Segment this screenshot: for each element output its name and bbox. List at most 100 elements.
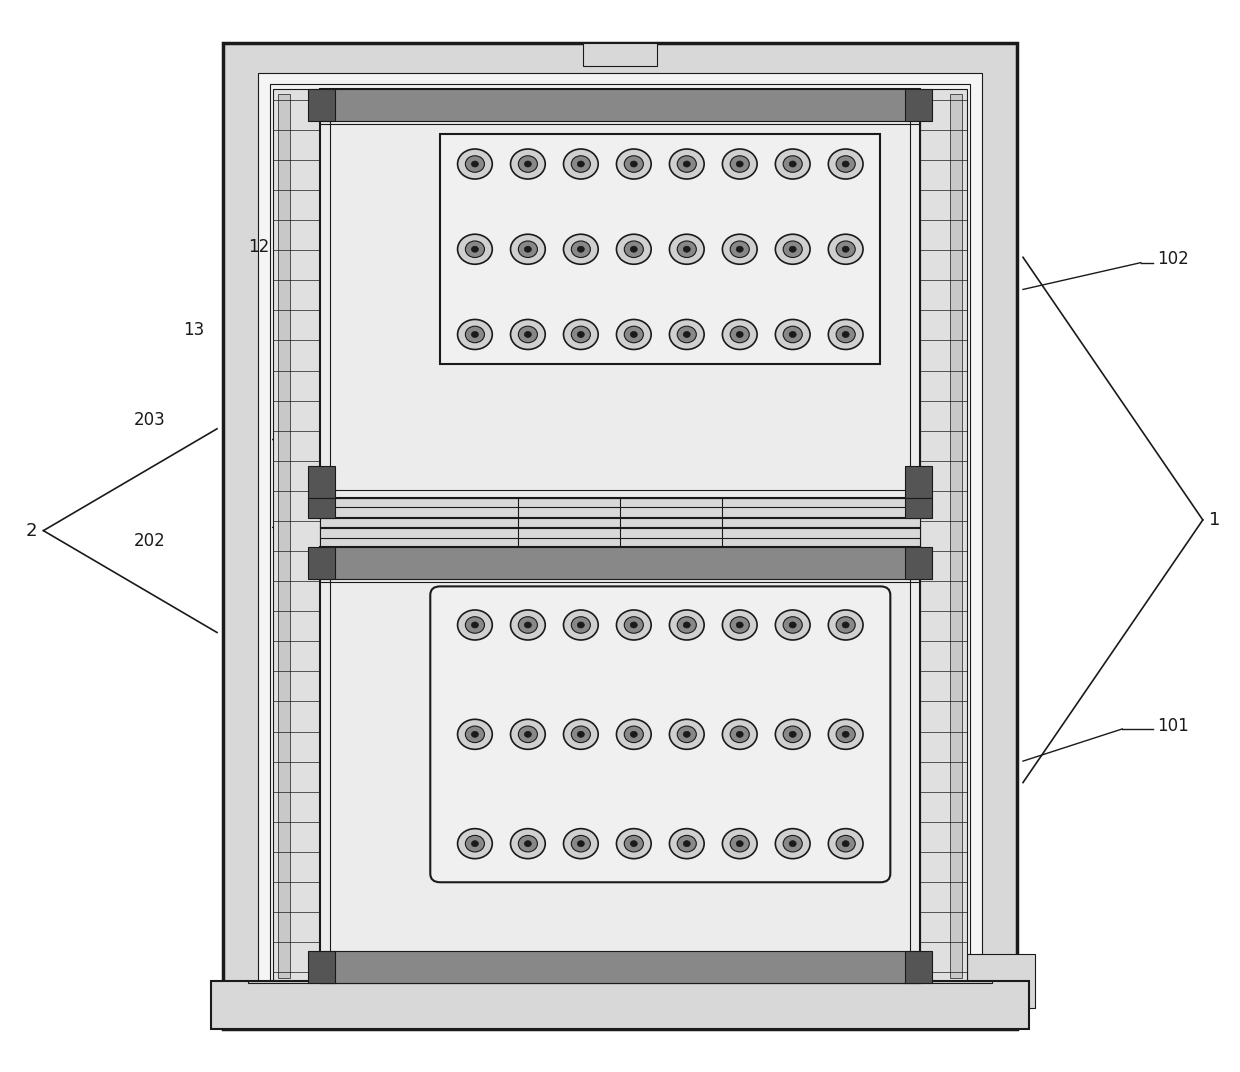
Circle shape <box>578 840 584 847</box>
Circle shape <box>511 829 546 859</box>
Circle shape <box>784 241 802 257</box>
Circle shape <box>784 835 802 852</box>
Circle shape <box>670 319 704 349</box>
Circle shape <box>465 835 485 852</box>
Circle shape <box>789 731 796 738</box>
Bar <box>320 547 920 579</box>
Circle shape <box>518 616 537 634</box>
Circle shape <box>730 241 749 257</box>
Circle shape <box>775 234 810 265</box>
Bar <box>270 84 970 988</box>
Bar <box>320 89 920 121</box>
Circle shape <box>465 726 485 743</box>
Circle shape <box>677 241 697 257</box>
Circle shape <box>775 719 810 749</box>
Circle shape <box>563 719 598 749</box>
Bar <box>320 547 920 983</box>
Circle shape <box>723 319 758 349</box>
Circle shape <box>458 829 492 859</box>
Circle shape <box>723 234 758 265</box>
Circle shape <box>624 155 644 173</box>
Circle shape <box>836 835 856 852</box>
Circle shape <box>677 326 697 343</box>
Circle shape <box>737 840 743 847</box>
Circle shape <box>683 161 691 167</box>
Circle shape <box>842 840 849 847</box>
Circle shape <box>723 149 758 179</box>
Circle shape <box>616 319 651 349</box>
Circle shape <box>836 155 856 173</box>
Circle shape <box>828 719 863 749</box>
Bar <box>320 498 920 547</box>
Circle shape <box>730 326 749 343</box>
Circle shape <box>730 616 749 634</box>
Circle shape <box>836 726 856 743</box>
Bar <box>258 73 982 999</box>
Circle shape <box>624 616 644 634</box>
Circle shape <box>683 247 691 252</box>
Circle shape <box>775 829 810 859</box>
Circle shape <box>465 616 485 634</box>
Circle shape <box>616 234 651 265</box>
Circle shape <box>578 161 584 167</box>
Circle shape <box>737 331 743 338</box>
Circle shape <box>677 835 697 852</box>
Circle shape <box>836 616 856 634</box>
Circle shape <box>630 622 637 628</box>
Circle shape <box>616 149 651 179</box>
FancyBboxPatch shape <box>430 586 890 882</box>
Circle shape <box>630 161 637 167</box>
Circle shape <box>828 829 863 859</box>
Bar <box>320 951 920 983</box>
Circle shape <box>624 835 644 852</box>
Circle shape <box>775 319 810 349</box>
Circle shape <box>525 331 532 338</box>
Circle shape <box>723 829 758 859</box>
Circle shape <box>737 161 743 167</box>
Circle shape <box>784 726 802 743</box>
Circle shape <box>511 719 546 749</box>
Circle shape <box>518 835 537 852</box>
Circle shape <box>471 247 479 252</box>
Circle shape <box>730 726 749 743</box>
Bar <box>278 94 290 978</box>
Bar <box>223 43 1017 1029</box>
Circle shape <box>784 616 802 634</box>
Circle shape <box>563 829 598 859</box>
Circle shape <box>683 840 691 847</box>
Circle shape <box>730 155 749 173</box>
Bar <box>905 466 932 498</box>
Circle shape <box>789 840 796 847</box>
Bar <box>320 89 920 498</box>
Circle shape <box>828 610 863 640</box>
Circle shape <box>465 326 485 343</box>
Circle shape <box>471 840 479 847</box>
Circle shape <box>518 241 537 257</box>
Text: 203: 203 <box>134 412 166 429</box>
Circle shape <box>518 326 537 343</box>
Circle shape <box>458 719 492 749</box>
Circle shape <box>572 155 590 173</box>
Circle shape <box>723 719 758 749</box>
Circle shape <box>563 319 598 349</box>
Bar <box>308 951 335 983</box>
Circle shape <box>630 247 637 252</box>
Circle shape <box>525 622 532 628</box>
Circle shape <box>630 840 637 847</box>
Bar <box>308 89 335 121</box>
Circle shape <box>563 234 598 265</box>
Circle shape <box>828 319 863 349</box>
Bar <box>273 89 320 983</box>
Circle shape <box>842 331 849 338</box>
Circle shape <box>677 616 697 634</box>
Circle shape <box>616 610 651 640</box>
Bar <box>248 981 992 983</box>
Circle shape <box>578 622 584 628</box>
Circle shape <box>842 622 849 628</box>
Circle shape <box>572 241 590 257</box>
Circle shape <box>677 726 697 743</box>
Circle shape <box>828 234 863 265</box>
Circle shape <box>737 622 743 628</box>
Bar <box>967 954 1035 1008</box>
Circle shape <box>789 331 796 338</box>
